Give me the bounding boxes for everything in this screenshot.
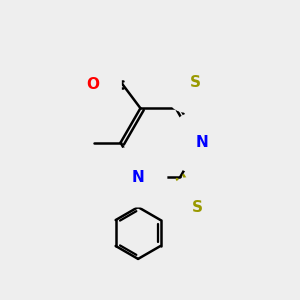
Text: S: S (189, 75, 200, 90)
Text: O: O (86, 77, 99, 92)
Text: N: N (196, 135, 209, 150)
Text: N: N (132, 169, 145, 184)
Text: S: S (192, 200, 203, 215)
